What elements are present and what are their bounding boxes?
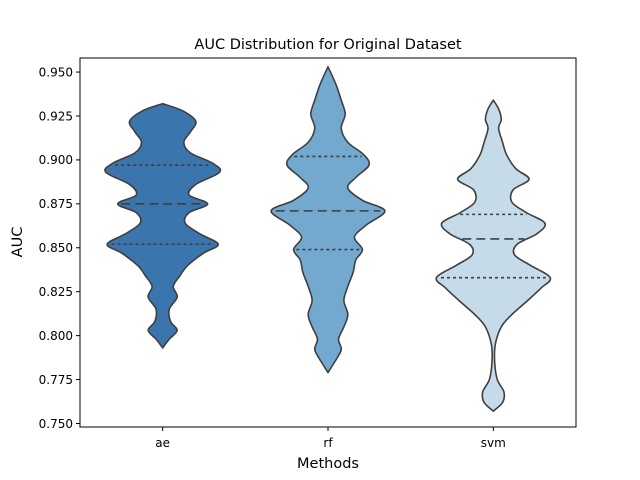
x-tick-label-ae: ae	[155, 436, 170, 450]
x-tick-label-svm: svm	[481, 436, 506, 450]
y-axis: 0.750 0.775 0.800 0.825 0.850 0.875 0.900 0.925…	[39, 65, 80, 431]
x-tick-label-rf: rf	[323, 436, 333, 450]
y-tick-label: 0.825	[39, 285, 73, 299]
y-axis-label: AUC	[10, 227, 26, 258]
x-axis: ae rf svm	[155, 427, 506, 450]
y-tick-label: 0.850	[39, 241, 73, 255]
y-tick-label: 0.950	[39, 65, 73, 79]
violin-ae	[104, 102, 222, 349]
chart-title: AUC Distribution for Original Dataset	[194, 37, 461, 53]
y-tick-label: 0.875	[39, 197, 73, 211]
x-axis-label: Methods	[297, 456, 359, 472]
violin-svm	[435, 99, 552, 412]
y-tick-label: 0.925	[39, 109, 73, 123]
violin-rf	[270, 65, 386, 374]
y-tick-label: 0.775	[39, 373, 73, 387]
quartile-lines-group	[111, 155, 546, 279]
y-tick-label: 0.800	[39, 329, 73, 343]
y-tick-label: 0.900	[39, 153, 73, 167]
y-tick-label: 0.750	[39, 417, 73, 431]
